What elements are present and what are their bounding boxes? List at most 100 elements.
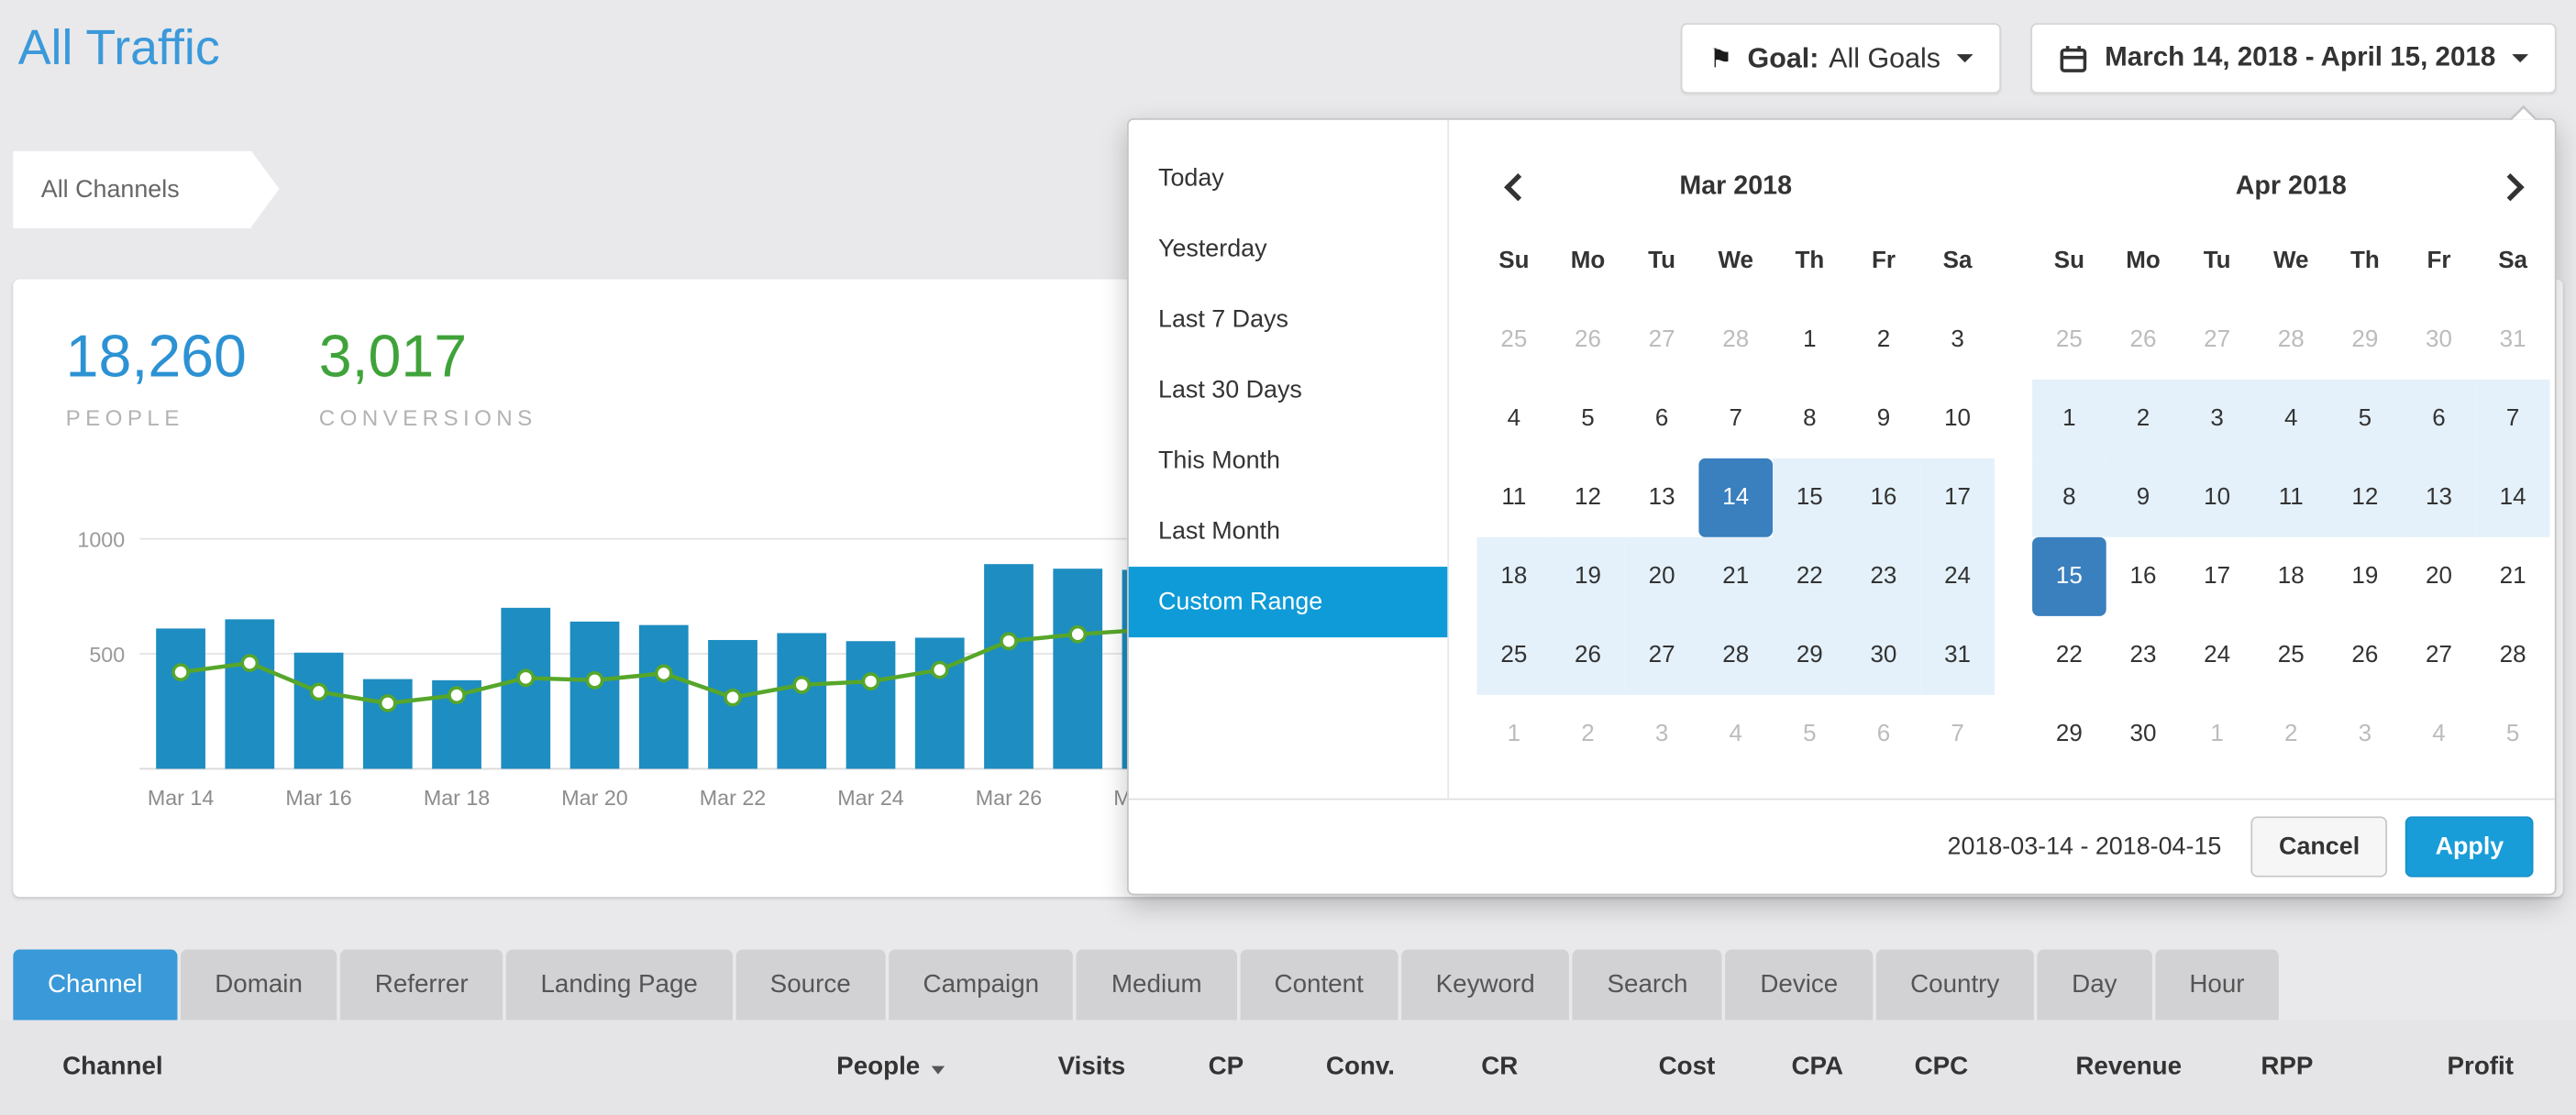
calendar-day[interactable]: 2 [1876, 326, 1891, 354]
calendar-day[interactable]: 27 [2204, 326, 2231, 354]
calendar-day[interactable]: 25 [1476, 615, 1552, 695]
calendar-day[interactable]: 5 [2327, 379, 2403, 458]
column-header-profit[interactable]: Profit [2313, 1053, 2513, 1082]
calendar-day[interactable]: 17 [1920, 458, 1995, 537]
calendar-day[interactable]: 3 [1951, 326, 1964, 354]
calendar-day[interactable]: 2 [2106, 379, 2181, 458]
calendar-day[interactable]: 26 [2351, 642, 2379, 669]
calendar-day[interactable]: 11 [1501, 484, 1527, 512]
calendar-day[interactable]: 4 [2432, 721, 2446, 748]
calendar-day[interactable]: 27 [2426, 642, 2452, 669]
tab-hour[interactable]: Hour [2154, 949, 2280, 1021]
calendar-day[interactable]: 27 [1624, 615, 1699, 695]
calendar-day[interactable]: 5 [1803, 721, 1817, 748]
calendar-day[interactable]: 14 [2475, 458, 2550, 537]
column-header-cp[interactable]: CP [1125, 1053, 1244, 1082]
calendar-day[interactable]: 20 [1624, 536, 1699, 616]
calendar-day[interactable]: 8 [2032, 458, 2106, 537]
preset-this-month[interactable]: This Month [1158, 447, 1280, 475]
calendar-day[interactable]: 1 [1507, 721, 1521, 748]
goal-dropdown[interactable]: ⚑ Goal: All Goals [1681, 23, 2002, 94]
calendar-day[interactable]: 31 [1920, 615, 1995, 695]
tab-day[interactable]: Day [2037, 949, 2152, 1021]
calendar-day[interactable]: 4 [2253, 379, 2328, 458]
breadcrumb[interactable]: All Channels [13, 150, 280, 229]
calendar-day[interactable]: 30 [2426, 326, 2452, 354]
column-header-visits[interactable]: Visits [945, 1053, 1126, 1082]
cancel-button[interactable]: Cancel [2250, 816, 2388, 878]
tab-source[interactable]: Source [735, 949, 886, 1021]
date-range-dropdown[interactable]: March 14, 2018 - April 15, 2018 [2030, 23, 2557, 94]
tab-content[interactable]: Content [1239, 949, 1399, 1021]
column-header-people[interactable]: People [747, 1053, 945, 1082]
tab-landing-page[interactable]: Landing Page [505, 949, 733, 1021]
preset-yesterday[interactable]: Yesterday [1158, 235, 1267, 263]
calendar-day[interactable]: 9 [2106, 458, 2181, 537]
calendar-day[interactable]: 4 [1729, 721, 1742, 748]
calendar-day[interactable]: 12 [2327, 458, 2403, 537]
calendar-day[interactable]: 5 [2505, 721, 2520, 748]
calendar-day[interactable]: 22 [2055, 642, 2083, 669]
preset-last-30-days[interactable]: Last 30 Days [1158, 376, 1302, 404]
calendar-day[interactable]: 2 [1581, 721, 1595, 748]
calendar-day[interactable]: 6 [2402, 379, 2476, 458]
column-header-cost[interactable]: Cost [1518, 1053, 1716, 1082]
calendar-day[interactable]: 9 [1876, 405, 1891, 433]
calendar-day[interactable]: 31 [2499, 326, 2526, 354]
calendar-day[interactable]: 7 [1951, 721, 1964, 748]
calendar-day[interactable]: 28 [2499, 642, 2526, 669]
calendar-day[interactable]: 5 [1581, 405, 1595, 433]
calendar-day[interactable]: 28 [1698, 615, 1774, 695]
tab-medium[interactable]: Medium [1077, 949, 1237, 1021]
tab-device[interactable]: Device [1725, 949, 1873, 1021]
calendar-day[interactable]: 17 [2204, 563, 2231, 591]
tab-search[interactable]: Search [1572, 949, 1723, 1021]
column-header-revenue[interactable]: Revenue [1968, 1053, 2182, 1082]
calendar-day[interactable]: 14 [1698, 458, 1774, 537]
tab-country[interactable]: Country [1875, 949, 2034, 1021]
calendar-day[interactable]: 16 [2129, 563, 2157, 591]
column-header-rpp[interactable]: RPP [2182, 1053, 2313, 1082]
tab-domain[interactable]: Domain [180, 949, 337, 1021]
preset-last-month[interactable]: Last Month [1158, 517, 1280, 546]
calendar-day[interactable]: 10 [1944, 405, 1972, 433]
calendar-day[interactable]: 18 [2277, 563, 2305, 591]
calendar-day[interactable]: 16 [1846, 458, 1921, 537]
calendar-day[interactable]: 20 [2426, 563, 2452, 591]
calendar-day[interactable]: 29 [2055, 721, 2083, 748]
calendar-day[interactable]: 7 [2475, 379, 2550, 458]
calendar-day[interactable]: 26 [1575, 326, 1601, 354]
calendar-day[interactable]: 22 [1773, 536, 1847, 616]
calendar-day[interactable]: 24 [2204, 642, 2231, 669]
calendar-day[interactable]: 26 [2129, 326, 2157, 354]
calendar-day[interactable]: 11 [2253, 458, 2328, 537]
tab-referrer[interactable]: Referrer [340, 949, 503, 1021]
calendar-day[interactable]: 25 [2277, 642, 2305, 669]
calendar-day[interactable]: 6 [1654, 405, 1669, 433]
calendar-day[interactable]: 30 [2129, 721, 2157, 748]
column-header-cpa[interactable]: CPA [1715, 1053, 1843, 1082]
calendar-day[interactable]: 25 [2055, 326, 2083, 354]
calendar-day[interactable]: 1 [2210, 721, 2224, 748]
calendar-day[interactable]: 21 [1698, 536, 1774, 616]
tab-keyword[interactable]: Keyword [1401, 949, 1570, 1021]
calendar-day[interactable]: 13 [1648, 484, 1675, 512]
calendar-day[interactable]: 23 [1846, 536, 1921, 616]
column-header-conv-[interactable]: Conv. [1244, 1053, 1395, 1082]
column-header-channel[interactable]: Channel [62, 1053, 747, 1082]
calendar-day[interactable]: 28 [2277, 326, 2305, 354]
calendar-day[interactable]: 25 [1500, 326, 1528, 354]
calendar-day[interactable]: 6 [1876, 721, 1891, 748]
calendar-day[interactable]: 21 [2499, 563, 2526, 591]
calendar-day[interactable]: 19 [2351, 563, 2379, 591]
preset-last-7-days[interactable]: Last 7 Days [1158, 305, 1288, 334]
tab-campaign[interactable]: Campaign [888, 949, 1074, 1021]
calendar-day[interactable]: 4 [1507, 405, 1521, 433]
calendar-day[interactable]: 29 [2351, 326, 2379, 354]
calendar-day[interactable]: 29 [1773, 615, 1847, 695]
tab-channel[interactable]: Channel [13, 949, 178, 1021]
preset-custom-range[interactable]: Custom Range [1128, 567, 1448, 638]
calendar-day[interactable]: 19 [1551, 536, 1625, 616]
calendar-day[interactable]: 27 [1648, 326, 1675, 354]
calendar-day[interactable]: 1 [2032, 379, 2106, 458]
